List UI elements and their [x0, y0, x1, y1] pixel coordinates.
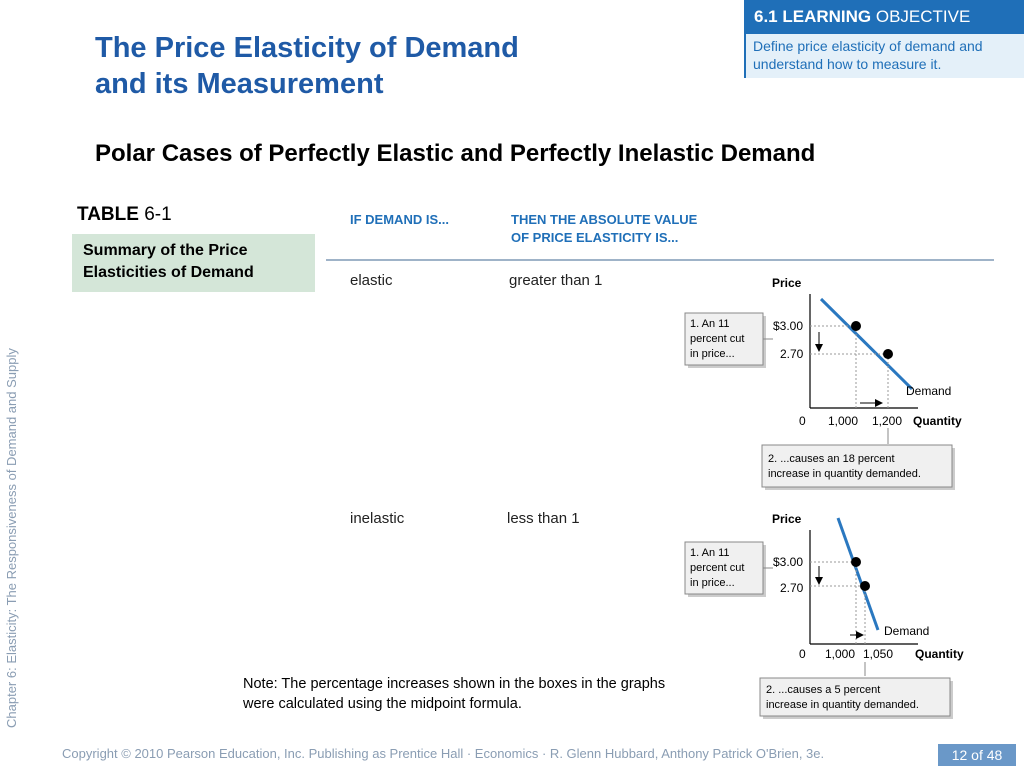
elastic-graph-price-high: $3.00 — [773, 319, 803, 333]
inelastic-graph-price-high: $3.00 — [773, 555, 803, 569]
elastic-graph-point-a — [851, 321, 861, 331]
table-label: TABLE 6-1 — [77, 204, 172, 226]
page-total: 48 — [986, 747, 1003, 763]
elastic-qty-callout — [761, 444, 953, 488]
inelastic-graph-quantity-label: Quantity — [915, 647, 964, 661]
inelastic-graph-origin: 0 — [799, 647, 806, 661]
inelastic-price-callout-line1: 1. An 11 — [690, 547, 730, 559]
elastic-demand-curve — [819, 297, 914, 391]
inelastic-graph-curve-label: Demand — [884, 624, 929, 638]
slide-title: The Price Elasticity of Demand and its M… — [95, 30, 655, 102]
inelastic-graph-q2: 1,050 — [863, 647, 893, 661]
footer-copyright: Copyright © 2010 Pearson Education, Inc.… — [62, 746, 825, 761]
elastic-price-callout-line1: 1. An 11 — [690, 318, 730, 330]
elastic-graph-point-b — [883, 349, 893, 359]
elastic-price-callout-line3: in price... — [690, 348, 735, 360]
row-elastic-elasticity: greater than 1 — [509, 272, 603, 289]
inelastic-price-callout-line2: percent cut — [690, 562, 744, 574]
elastic-graph-q2: 1,200 — [872, 414, 902, 428]
inelastic-qty-callout-line1: 2. ...causes a 5 percent — [766, 684, 880, 696]
column-header-demand: IF DEMAND IS... — [350, 212, 449, 227]
elastic-qty-callout-line2: increase in quantity demanded. — [768, 468, 921, 480]
slide-title-line2: and its Measurement — [95, 68, 384, 100]
inelastic-price-callout — [684, 541, 764, 595]
slide-title-line1: The Price Elasticity of Demand — [95, 32, 519, 64]
table-caption-box: Summary of the Price Elasticities of Dem… — [72, 234, 315, 292]
elastic-graph-price-label: Price — [772, 276, 802, 290]
page-current: 12 — [951, 747, 968, 763]
learning-objective-heading: 6.1 LEARNING OBJECTIVE — [746, 0, 1024, 34]
elastic-graph-curve-label: Demand — [906, 384, 951, 398]
inelastic-graph-price-label: Price — [772, 512, 802, 526]
slide-subtitle: Polar Cases of Perfectly Elastic and Per… — [95, 140, 816, 167]
table-label-prefix: TABLE — [77, 204, 139, 225]
row-elastic-demand: elastic — [350, 272, 393, 289]
chapter-sidebar-text: Chapter 6: Elasticity: The Responsivenes… — [4, 348, 19, 728]
page-of: of — [971, 747, 983, 763]
learning-objective-box: 6.1 LEARNING OBJECTIVE Define price elas… — [744, 0, 1024, 78]
elastic-graph-quantity-label: Quantity — [913, 414, 962, 428]
inelastic-demand-graph: Price $3.00 2.70 Demand 0 1,000 1,050 Qu… — [684, 512, 964, 719]
page-number-badge: 12 of 48 — [938, 744, 1016, 766]
elastic-graph-price-low: 2.70 — [780, 347, 804, 361]
objective-heading-bold: 6.1 LEARNING — [754, 7, 872, 26]
inelastic-graph-q1: 1,000 — [825, 647, 855, 661]
table-label-number: 6-1 — [144, 204, 172, 225]
inelastic-graph-point-a — [851, 557, 861, 567]
table-caption: Summary of the Price Elasticities of Dem… — [83, 242, 254, 281]
column-header-elasticity-line1: THEN THE ABSOLUTE VALUE — [511, 212, 698, 227]
elastic-demand-graph: Price $3.00 2.70 Demand 0 1,000 1,200 Qu… — [684, 276, 962, 490]
inelastic-qty-callout — [759, 677, 951, 717]
elastic-price-callout-line2: percent cut — [690, 333, 744, 345]
table-note: Note: The percentage increases shown in … — [243, 676, 666, 712]
inelastic-qty-callout-line2: increase in quantity demanded. — [766, 699, 919, 711]
inelastic-graph-point-b — [860, 581, 870, 591]
inelastic-graph-price-low: 2.70 — [780, 581, 804, 595]
elastic-qty-callout-line1: 2. ...causes an 18 percent — [768, 453, 895, 465]
column-header-elasticity-line2: OF PRICE ELASTICITY IS... — [511, 230, 679, 245]
learning-objective-description: Define price elasticity of demand and un… — [753, 38, 983, 72]
inelastic-price-callout-line3: in price... — [690, 577, 735, 589]
elastic-price-callout — [684, 312, 764, 366]
inelastic-demand-curve — [836, 517, 880, 631]
objective-heading-regular: OBJECTIVE — [875, 7, 971, 26]
table-header-rule — [326, 259, 994, 261]
row-inelastic-elasticity: less than 1 — [507, 510, 580, 527]
column-header-elasticity: THEN THE ABSOLUTE VALUE OF PRICE ELASTIC… — [511, 211, 697, 247]
elastic-graph-origin: 0 — [799, 414, 806, 428]
elastic-graph-q1: 1,000 — [828, 414, 858, 428]
row-inelastic-demand: inelastic — [350, 510, 405, 527]
